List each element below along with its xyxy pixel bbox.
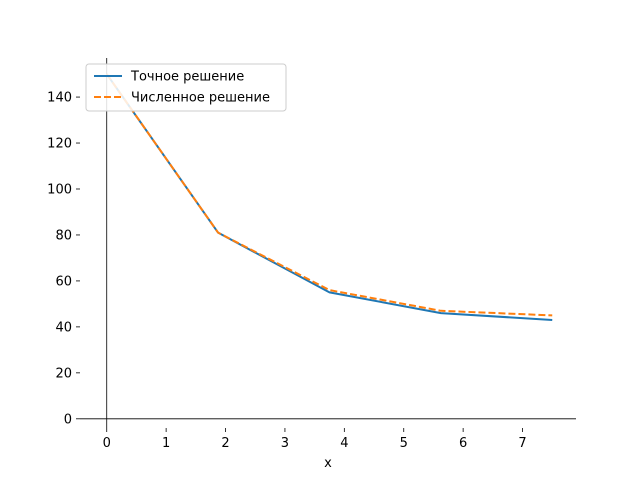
y-tick-label: 40: [55, 320, 72, 335]
legend: Точное решение Численное решение: [85, 63, 287, 112]
y-tick-label: 100: [47, 182, 72, 197]
x-tick-label: 4: [340, 436, 348, 451]
y-tick-label: 60: [55, 274, 72, 289]
x-tick-label: 5: [400, 436, 408, 451]
x-axis-label: x: [324, 456, 332, 471]
legend-box: [85, 63, 287, 112]
x-tick-label: 7: [518, 436, 526, 451]
x-tick-label: 2: [221, 436, 229, 451]
legend-label-numerical: Численное решение: [131, 91, 270, 106]
y-tick-label: 120: [47, 137, 72, 152]
y-tick-label: 20: [55, 366, 72, 381]
y-tick-label: 0: [64, 412, 72, 427]
x-tick-label: 0: [103, 436, 111, 451]
x-tick-label: 6: [459, 436, 467, 451]
y-tick-label: 80: [55, 228, 72, 243]
y-tick-label: 140: [47, 91, 72, 106]
axes: 0 1 2 3 4 5 6 7 0 20 40 60 80 100 120 140: [47, 58, 576, 451]
x-tick-label: 3: [281, 436, 289, 451]
x-tick-label: 1: [162, 436, 170, 451]
series-layer: [105, 73, 553, 321]
legend-label-exact: Точное решение: [130, 70, 244, 85]
series-line-exact: [105, 73, 553, 321]
